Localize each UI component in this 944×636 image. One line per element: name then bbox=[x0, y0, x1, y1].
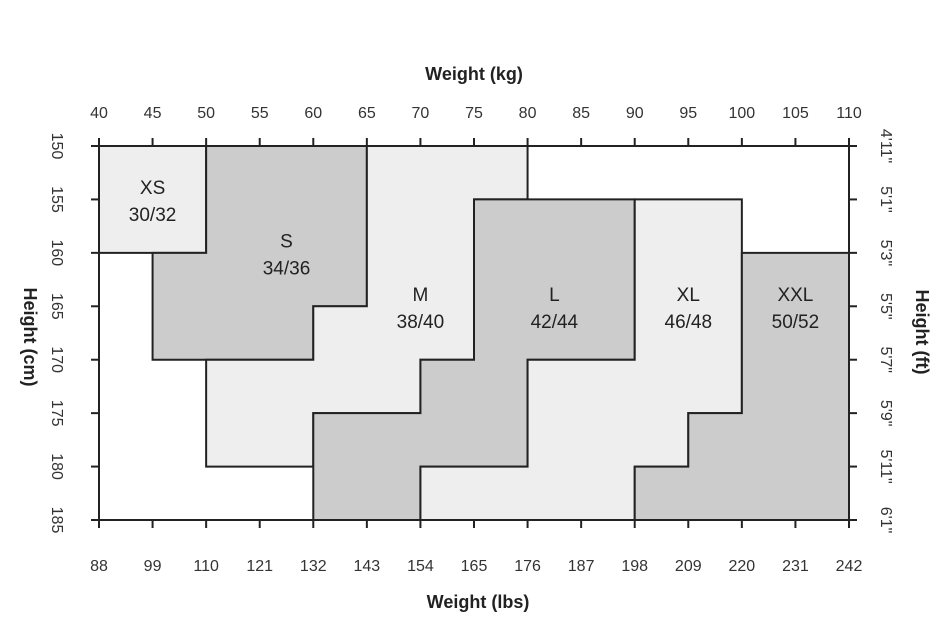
zone-eu-size-label: 30/32 bbox=[129, 205, 177, 226]
zone-size-label: S bbox=[280, 232, 293, 253]
right-axis-title: Height (ft) bbox=[912, 290, 932, 375]
top-tick-label: 100 bbox=[729, 105, 756, 122]
size-zones bbox=[98, 145, 850, 521]
right-tick-label: 5'5" bbox=[877, 293, 894, 320]
zone-eu-size-label: 50/52 bbox=[772, 312, 820, 333]
zone-size-label: XXL bbox=[777, 285, 813, 306]
top-tick-label: 105 bbox=[782, 105, 809, 122]
bottom-tick-label: 242 bbox=[836, 558, 863, 575]
top-tick-label: 90 bbox=[626, 105, 644, 122]
top-tick-label: 60 bbox=[304, 105, 322, 122]
left-tick-label: 185 bbox=[48, 507, 65, 534]
zone-eu-size-label: 38/40 bbox=[397, 312, 445, 333]
top-tick-label: 55 bbox=[251, 105, 269, 122]
top-tick-label: 70 bbox=[412, 105, 430, 122]
left-tick-label: 175 bbox=[48, 400, 65, 427]
left-tick-label: 160 bbox=[48, 240, 65, 267]
bottom-tick-label: 176 bbox=[514, 558, 541, 575]
left-axis-title: Height (cm) bbox=[20, 288, 40, 387]
bottom-tick-label: 154 bbox=[407, 558, 434, 575]
bottom-tick-label: 198 bbox=[621, 558, 648, 575]
right-tick-label: 5'7" bbox=[877, 346, 894, 373]
top-tick-label: 95 bbox=[679, 105, 697, 122]
left-tick-label: 170 bbox=[48, 346, 65, 373]
left-tick-label: 155 bbox=[48, 186, 65, 213]
top-tick-label: 65 bbox=[358, 105, 376, 122]
zone-size-label: L bbox=[549, 285, 560, 306]
bottom-tick-label: 110 bbox=[193, 558, 219, 575]
top-tick-label: 40 bbox=[90, 105, 108, 122]
bottom-axis-title: Weight (lbs) bbox=[427, 592, 530, 612]
right-tick-label: 6'1" bbox=[877, 507, 894, 534]
zone-size-label: XL bbox=[677, 285, 700, 306]
bottom-tick-label: 88 bbox=[90, 558, 108, 575]
top-tick-label: 85 bbox=[572, 105, 590, 122]
bottom-tick-label: 143 bbox=[354, 558, 381, 575]
zone-size-label: M bbox=[413, 285, 429, 306]
left-tick-label: 165 bbox=[48, 293, 65, 320]
zone-xs bbox=[98, 145, 208, 254]
bottom-tick-label: 121 bbox=[246, 558, 273, 575]
right-tick-label: 4'11" bbox=[877, 129, 894, 163]
zone-eu-size-label: 34/36 bbox=[263, 259, 311, 280]
bottom-tick-label: 99 bbox=[144, 558, 162, 575]
bottom-tick-label: 209 bbox=[675, 558, 702, 575]
zone-eu-size-label: 42/44 bbox=[531, 312, 579, 333]
bottom-tick-label: 132 bbox=[300, 558, 327, 575]
zone-labels: XS 30/32 S 34/36 M 38/40 L 42/44 XL 46/48 XXL 50/52 bbox=[129, 178, 819, 333]
left-tick-label: 180 bbox=[48, 453, 65, 480]
bottom-tick-label: 231 bbox=[782, 558, 809, 575]
axis-ticks: 40 45 50 55 60 65 70 75 80 85 90 95 100 105 110 88 99 110… bbox=[48, 105, 894, 575]
top-tick-label: 110 bbox=[836, 105, 862, 122]
top-tick-label: 45 bbox=[144, 105, 162, 122]
zone-size-label: XS bbox=[140, 178, 165, 199]
bottom-tick-label: 187 bbox=[568, 558, 595, 575]
right-tick-label: 5'11" bbox=[877, 449, 894, 483]
top-tick-label: 80 bbox=[519, 105, 537, 122]
bottom-tick-label: 220 bbox=[729, 558, 756, 575]
zone-eu-size-label: 46/48 bbox=[665, 312, 713, 333]
top-axis-title: Weight (kg) bbox=[425, 64, 523, 84]
top-tick-label: 50 bbox=[197, 105, 215, 122]
right-tick-label: 5'1" bbox=[877, 186, 894, 213]
bottom-tick-label: 165 bbox=[461, 558, 488, 575]
right-tick-label: 5'3" bbox=[877, 240, 894, 267]
right-tick-label: 5'9" bbox=[877, 400, 894, 427]
top-tick-label: 75 bbox=[465, 105, 483, 122]
left-tick-label: 150 bbox=[48, 133, 65, 160]
